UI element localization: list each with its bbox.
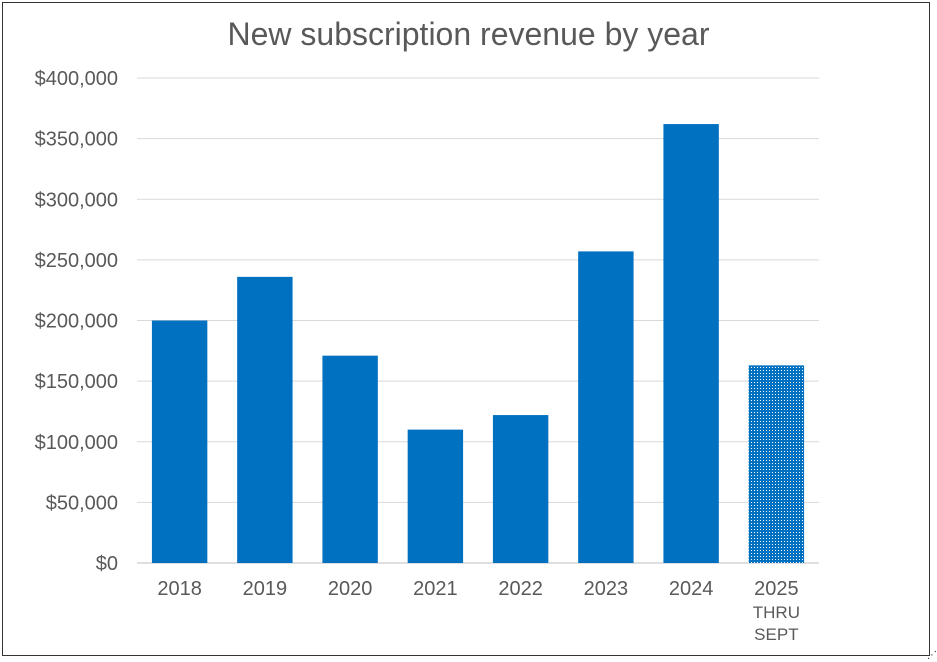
y-tick-label: $150,000 <box>35 371 118 393</box>
x-tick-label: 2018 <box>157 578 202 600</box>
bar-2021 <box>407 429 464 563</box>
x-axis-ticks: 2018 2019 2020 2021 2022 2023 2024 2025 THRU SEPT <box>157 578 800 644</box>
y-tick-label: $400,000 <box>35 68 118 90</box>
bar-2019 <box>237 276 293 563</box>
bar-2024 <box>663 124 719 563</box>
y-axis-ticks: $0 $50,000 $100,000 $150,000 $200,000 $250,00… <box>35 68 118 575</box>
chart-title: New subscription revenue by year <box>227 16 710 52</box>
y-tick-label: $50,000 <box>46 492 118 514</box>
x-tick-sublabel: SEPT <box>754 625 798 644</box>
resize-handle-icon[interactable]: ⋰ <box>927 650 937 661</box>
bar-2023 <box>578 251 634 563</box>
y-tick-label: $100,000 <box>35 432 118 454</box>
x-tick-label: 2019 <box>243 578 288 600</box>
bar-2018 <box>151 320 208 563</box>
x-tick-sublabel: THRU <box>753 603 800 622</box>
bars <box>151 124 805 563</box>
y-tick-label: $200,000 <box>35 311 118 333</box>
x-tick-label: 2020 <box>328 578 373 600</box>
bar-2020 <box>322 355 378 563</box>
bar-2022 <box>492 415 549 563</box>
y-tick-label: $0 <box>96 553 118 575</box>
y-tick-label: $250,000 <box>35 250 118 272</box>
bar-2025 <box>748 365 805 563</box>
y-tick-label: $350,000 <box>35 129 118 151</box>
y-tick-label: $300,000 <box>35 189 118 211</box>
x-tick-label: 2023 <box>584 578 629 600</box>
x-tick-label: 2022 <box>498 578 543 600</box>
x-tick-label: 2024 <box>669 578 714 600</box>
x-tick-label: 2021 <box>413 578 458 600</box>
x-tick-label: 2025 <box>754 578 799 600</box>
